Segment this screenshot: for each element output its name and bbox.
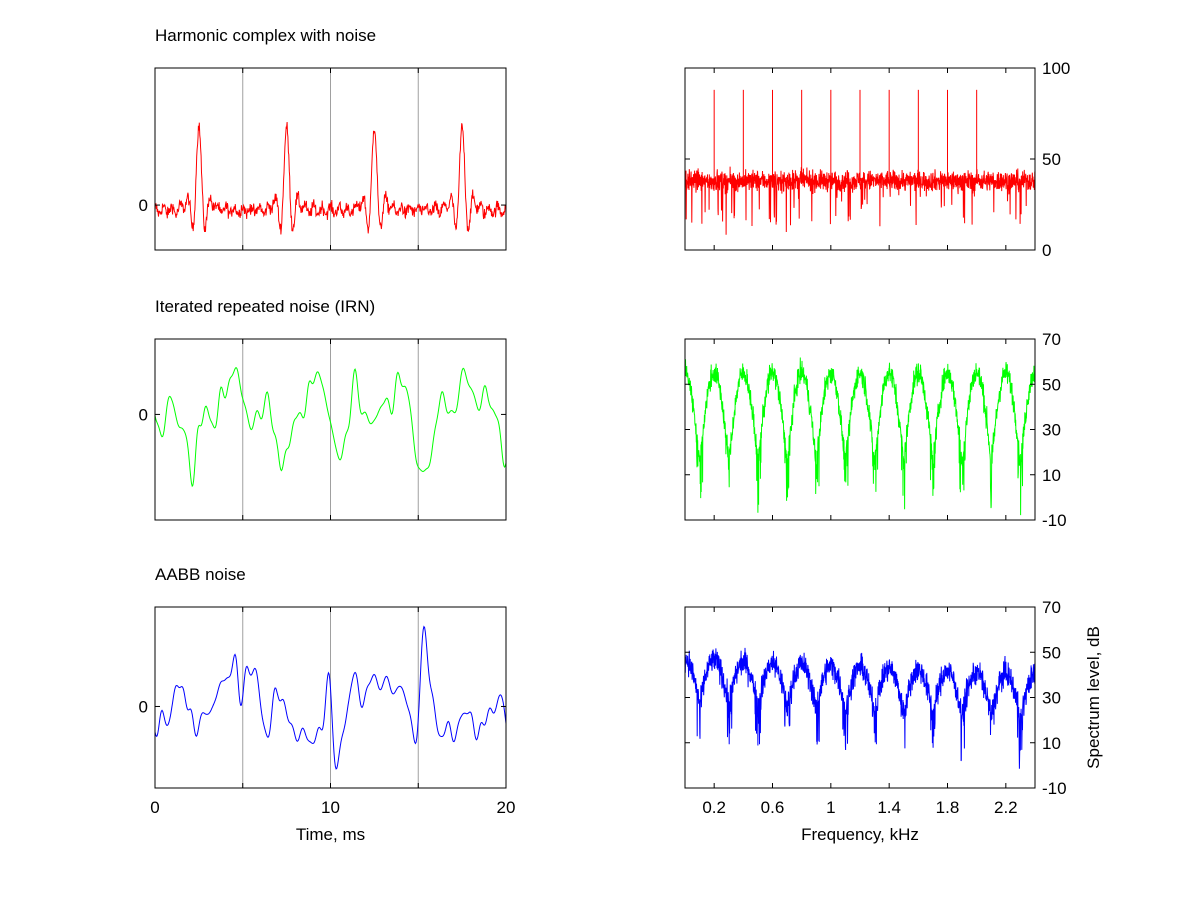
subplot-4: -10 10 30 50 70 <box>684 330 1067 530</box>
y-tick-label: 50 <box>1042 643 1061 662</box>
y-tick-label: 0 <box>139 697 148 716</box>
x-tick-label: 0 <box>150 798 159 817</box>
x-tick-label: 2.2 <box>994 798 1018 817</box>
axes-box <box>684 338 1036 521</box>
subplot-title: AABB noise <box>155 565 246 584</box>
series-line <box>154 121 507 235</box>
x-tick-label: 10 <box>321 798 340 817</box>
x-axis-label: Frequency, kHz <box>801 825 919 844</box>
y-tick-label: 100 <box>1042 59 1070 78</box>
subplot-3: Iterated repeated noise (IRN) 0 <box>139 297 507 521</box>
x-tick-label: 20 <box>497 798 516 817</box>
subplot-title: Iterated repeated noise (IRN) <box>155 297 375 316</box>
axes-box <box>684 606 1036 789</box>
x-tick-label: 1.8 <box>936 798 960 817</box>
subplot-5: AABB noise 0 10 20 Time, ms 0 <box>139 565 516 844</box>
y-tick-label: 10 <box>1042 466 1061 485</box>
subplot-2: 0 50 100 <box>684 59 1070 260</box>
y-tick-label: 70 <box>1042 598 1061 617</box>
x-axis-label: Time, ms <box>296 825 365 844</box>
series-line <box>684 357 1036 516</box>
y-tick-label: 50 <box>1042 375 1061 394</box>
subplot-title: Harmonic complex with noise <box>155 26 376 45</box>
y-tick-label: 50 <box>1042 150 1061 169</box>
y-tick-label: 10 <box>1042 734 1061 753</box>
y-tick-label: 0 <box>1042 241 1051 260</box>
y-tick-label: 30 <box>1042 689 1061 708</box>
x-tick-label: 0.2 <box>702 798 726 817</box>
y-tick-label: -10 <box>1042 511 1067 530</box>
x-tick-label: 0.6 <box>761 798 785 817</box>
x-tick-label: 1.4 <box>877 798 901 817</box>
y-tick-label: -10 <box>1042 779 1067 798</box>
subplot-6: 0.2 0.6 1 1.4 1.8 2.2 Frequency, kHz -10 10 30 50 7… <box>684 598 1103 844</box>
y-tick-label: 0 <box>139 405 148 424</box>
series-line <box>154 367 507 488</box>
y-tick-label: 30 <box>1042 421 1061 440</box>
subplot-1: Harmonic complex with noise 0 <box>139 26 507 251</box>
y-axis-label: Spectrum level, dB <box>1084 626 1103 769</box>
x-tick-label: 1 <box>826 798 835 817</box>
series-line <box>684 647 1036 769</box>
series-line <box>684 166 1036 235</box>
y-tick-label: 0 <box>139 196 148 215</box>
series-line <box>154 625 507 770</box>
y-tick-label: 70 <box>1042 330 1061 349</box>
